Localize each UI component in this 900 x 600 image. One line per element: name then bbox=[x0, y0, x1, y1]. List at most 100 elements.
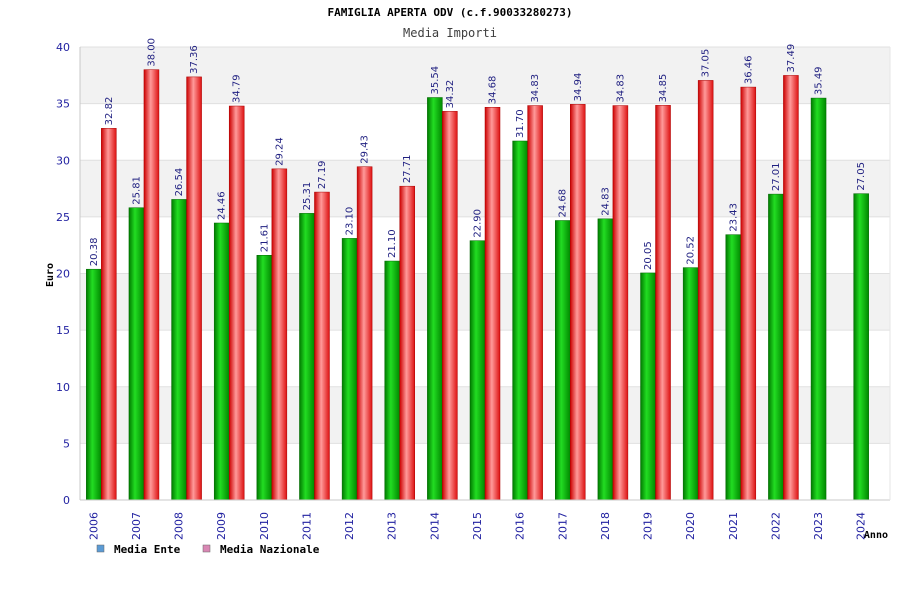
data-label-media-ente-2011: 25.31 bbox=[302, 182, 313, 211]
data-label-media-ente-2009: 24.46 bbox=[217, 191, 228, 220]
y-tick-label: 20 bbox=[56, 268, 70, 281]
data-label-media-ente-2007: 25.81 bbox=[131, 176, 142, 205]
bar-media-ente-2014 bbox=[427, 97, 443, 501]
bar-media-nazionale-2013 bbox=[399, 185, 415, 501]
bar-media-ente-2018 bbox=[597, 218, 614, 501]
data-label-media-ente-2006: 20.38 bbox=[89, 238, 100, 267]
x-tick-label-2018: 2018 bbox=[599, 512, 612, 540]
legend: Media Ente Media Nazionale bbox=[96, 543, 320, 556]
data-label-media-nazionale-2021: 36.46 bbox=[743, 55, 754, 84]
data-label-media-ente-2023: 35.49 bbox=[814, 66, 825, 95]
data-label-media-ente-2015: 22.90 bbox=[473, 209, 484, 238]
bar-media-nazionale-2006 bbox=[101, 128, 117, 501]
legend-swatch-media-ente bbox=[96, 544, 105, 553]
x-tick-label-2011: 2011 bbox=[300, 512, 313, 540]
bar-media-ente-2008 bbox=[171, 199, 187, 501]
bar-media-ente-2024 bbox=[853, 193, 869, 501]
legend-label-media-nazionale: Media Nazionale bbox=[220, 543, 320, 556]
bar-media-ente-2021 bbox=[725, 234, 742, 501]
data-label-media-nazionale-2016: 34.83 bbox=[530, 74, 541, 103]
data-label-media-nazionale-2009: 34.79 bbox=[232, 74, 243, 103]
x-tick-label-2008: 2008 bbox=[173, 512, 186, 540]
data-label-media-nazionale-2010: 29.24 bbox=[274, 137, 285, 166]
bar-media-ente-2023 bbox=[810, 97, 827, 501]
data-label-media-ente-2021: 23.43 bbox=[728, 203, 739, 232]
bar-media-nazionale-2009 bbox=[228, 105, 245, 501]
data-label-media-nazionale-2014: 34.32 bbox=[445, 80, 456, 109]
data-label-media-ente-2024: 27.05 bbox=[856, 162, 867, 191]
data-label-media-nazionale-2019: 34.85 bbox=[658, 74, 669, 103]
data-label-media-ente-2013: 21.10 bbox=[387, 229, 398, 258]
x-tick-label-2013: 2013 bbox=[386, 512, 399, 540]
bar-media-nazionale-2021 bbox=[740, 86, 757, 501]
data-label-media-ente-2019: 20.05 bbox=[643, 241, 654, 270]
y-tick-label: 10 bbox=[56, 381, 70, 394]
bar-media-nazionale-2016 bbox=[527, 105, 543, 501]
bar-media-ente-2017 bbox=[555, 220, 571, 501]
x-tick-label-2021: 2021 bbox=[727, 512, 740, 540]
y-tick-label: 15 bbox=[56, 324, 70, 337]
bar-media-nazionale-2012 bbox=[356, 166, 373, 501]
bar-media-ente-2015 bbox=[469, 240, 486, 501]
data-label-media-nazionale-2017: 34.94 bbox=[573, 73, 584, 102]
bar-media-nazionale-2007 bbox=[143, 69, 160, 501]
data-label-media-nazionale-2013: 27.71 bbox=[402, 155, 413, 184]
data-labels: 20.38 32.82 25.81 38.00 26.54 37.36 24.46 34.79… bbox=[89, 38, 867, 270]
x-tick-label-2009: 2009 bbox=[215, 512, 228, 540]
bar-media-nazionale-2022 bbox=[783, 75, 799, 501]
bar-media-ente-2020 bbox=[682, 267, 699, 501]
bar-media-ente-2006 bbox=[86, 268, 102, 501]
y-tick-label: 0 bbox=[63, 494, 70, 507]
chart-title: FAMIGLIA APERTA ODV (c.f.90033280273) bbox=[327, 6, 572, 19]
data-label-media-ente-2022: 27.01 bbox=[771, 162, 782, 191]
data-label-media-nazionale-2011: 27.19 bbox=[317, 160, 328, 189]
data-label-media-nazionale-2008: 37.36 bbox=[189, 45, 200, 74]
bar-media-nazionale-2019 bbox=[655, 105, 671, 501]
x-tick-label-2016: 2016 bbox=[514, 512, 527, 540]
bar-media-ente-2009 bbox=[213, 222, 230, 501]
x-tick-label-2017: 2017 bbox=[556, 512, 569, 540]
data-label-media-ente-2020: 20.52 bbox=[686, 236, 697, 265]
chart-subtitle: Media Importi bbox=[403, 26, 497, 40]
x-tick-label-2007: 2007 bbox=[130, 512, 143, 540]
data-label-media-ente-2012: 23.10 bbox=[345, 207, 356, 236]
bar-media-nazionale-2011 bbox=[314, 191, 330, 501]
bar-media-ente-2016 bbox=[512, 140, 528, 501]
data-label-media-nazionale-2022: 37.49 bbox=[786, 44, 797, 73]
data-label-media-ente-2008: 26.54 bbox=[174, 168, 185, 197]
x-tick-label-2023: 2023 bbox=[812, 512, 825, 540]
bar-media-nazionale-2020 bbox=[697, 80, 714, 501]
x-tick-label-2022: 2022 bbox=[769, 512, 782, 540]
data-label-media-nazionale-2006: 32.82 bbox=[104, 97, 115, 126]
data-label-media-nazionale-2015: 34.68 bbox=[488, 76, 499, 105]
x-tick-label-2020: 2020 bbox=[684, 512, 697, 540]
bar-media-nazionale-2014 bbox=[442, 111, 458, 501]
data-label-media-ente-2016: 31.70 bbox=[515, 109, 526, 138]
bar-media-ente-2022 bbox=[768, 193, 784, 501]
bar-media-nazionale-2017 bbox=[570, 104, 586, 501]
bar-media-ente-2012 bbox=[341, 238, 358, 501]
bar-media-ente-2013 bbox=[384, 260, 400, 501]
x-tick-label-2019: 2019 bbox=[642, 512, 655, 540]
x-tick-label-2010: 2010 bbox=[258, 512, 271, 540]
y-tick-label: 25 bbox=[56, 211, 70, 224]
x-tick-label-2006: 2006 bbox=[87, 512, 100, 540]
x-tick-label-2024: 2024 bbox=[855, 512, 868, 540]
y-axis-ticks: 0 5 10 15 20 25 30 35 40 bbox=[56, 41, 70, 507]
bar-media-nazionale-2008 bbox=[186, 76, 202, 501]
bar-media-ente-2019 bbox=[640, 272, 656, 501]
y-tick-label: 5 bbox=[63, 437, 70, 450]
bar-media-nazionale-2010 bbox=[271, 168, 288, 501]
y-tick-label: 35 bbox=[56, 98, 70, 111]
data-label-media-nazionale-2012: 29.43 bbox=[360, 135, 371, 164]
x-tick-label-2015: 2015 bbox=[471, 512, 484, 540]
x-axis-ticks: 2006 2007 2008 2009 2010 2011 2012 2013 2014 2015… bbox=[87, 512, 867, 540]
data-label-media-ente-2018: 24.83 bbox=[600, 187, 611, 216]
bar-media-ente-2007 bbox=[128, 207, 145, 501]
x-tick-label-2014: 2014 bbox=[428, 512, 441, 540]
y-axis-label: Euro bbox=[45, 263, 56, 287]
axes bbox=[79, 47, 891, 501]
legend-swatch-media-nazionale bbox=[202, 544, 211, 553]
bar-media-nazionale-2015 bbox=[484, 106, 501, 501]
